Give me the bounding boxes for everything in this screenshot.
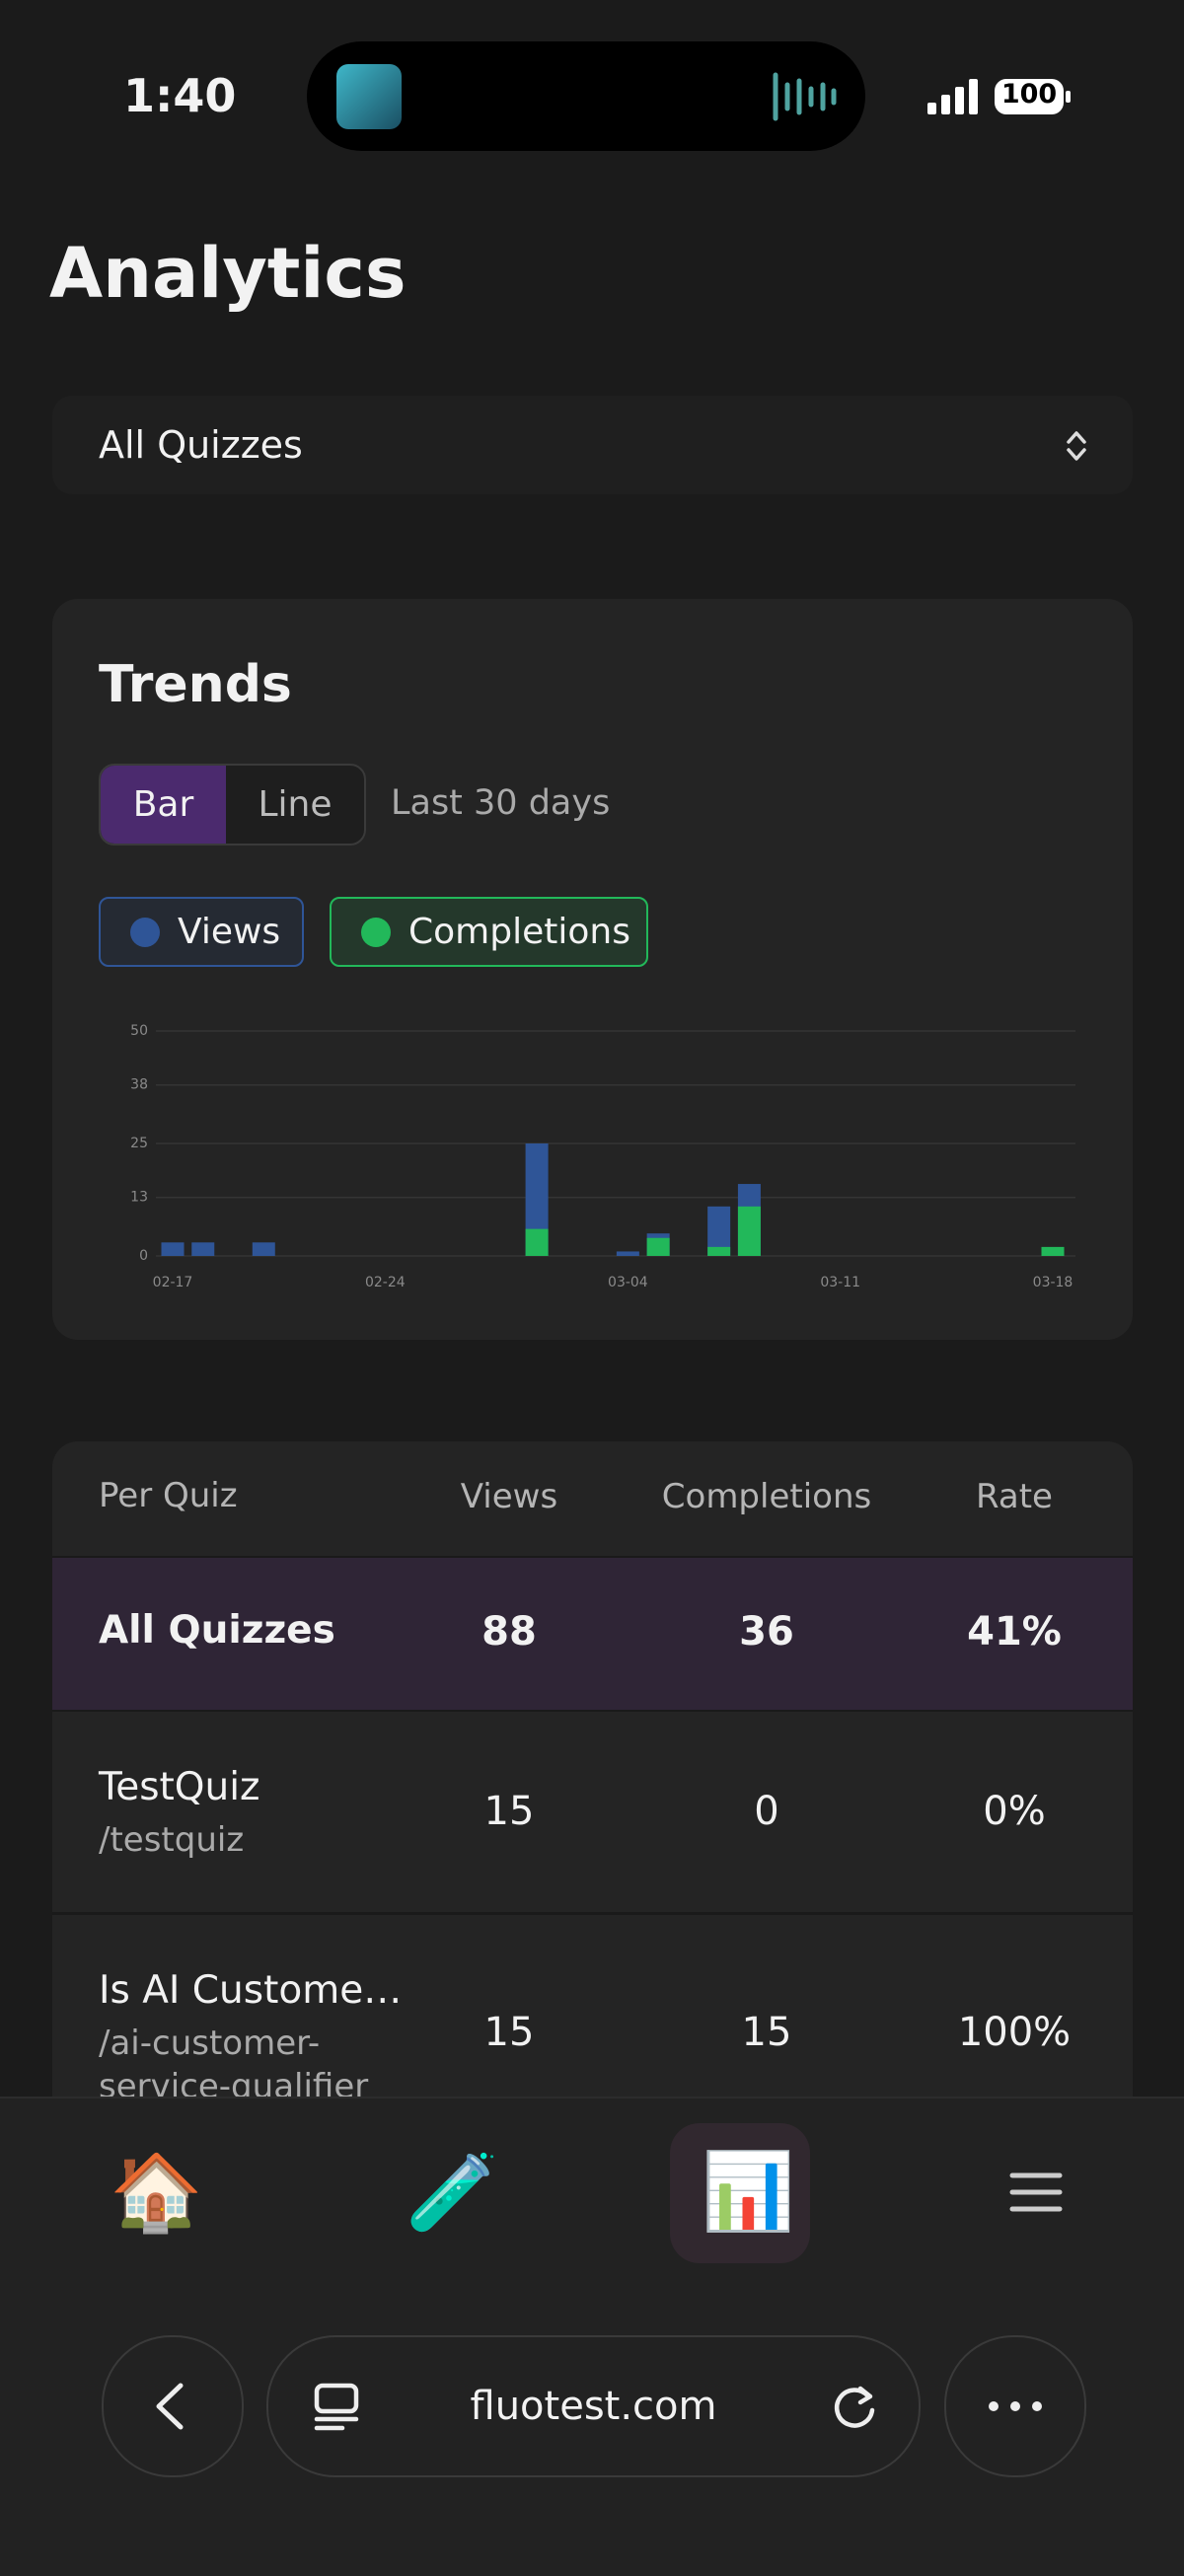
cell-views: 15	[483, 2010, 535, 2055]
toggle-line[interactable]: Line	[258, 784, 333, 825]
bar	[737, 1206, 761, 1256]
battery-level: 100	[1000, 79, 1058, 110]
x-tick-label: 02-24	[365, 1275, 406, 1290]
quiz-name: All Quizzes	[99, 1608, 335, 1653]
column-header: Per Quiz	[99, 1476, 238, 1515]
y-tick-label: 13	[130, 1190, 148, 1206]
range-label: Last 30 days	[391, 783, 611, 823]
row-divider	[52, 1710, 1133, 1712]
url-bar[interactable]: fluotest.com	[266, 2335, 921, 2477]
bar	[525, 1143, 549, 1256]
column-header: Rate	[976, 1477, 1053, 1516]
audio-wave	[773, 72, 837, 121]
legend-chip[interactable]: Completions	[330, 897, 648, 967]
page-title: Analytics	[49, 233, 407, 314]
back-icon	[156, 2383, 184, 2430]
legend-label: Views	[178, 912, 281, 952]
trends-title: Trends	[99, 655, 292, 714]
nav-tests[interactable]: 🧪	[406, 2148, 499, 2236]
url-text: fluotest.com	[470, 2384, 717, 2429]
bar	[616, 1251, 639, 1256]
bar	[525, 1228, 549, 1256]
bottom-bar: 🏠 🧪 📊 fluotest.com	[0, 2097, 1184, 2576]
legend-dot	[130, 917, 160, 947]
row-divider	[52, 1556, 1133, 1558]
bar	[191, 1242, 215, 1256]
y-tick-label: 0	[139, 1248, 148, 1264]
bar	[1041, 1246, 1065, 1256]
quiz-select-value: All Quizzes	[99, 423, 303, 467]
nav-analytics-active[interactable]: 📊	[670, 2123, 810, 2263]
y-tick-label: 25	[130, 1136, 148, 1151]
cell-completions: 15	[741, 2010, 792, 2055]
cell-views: 88	[481, 1609, 537, 1655]
tabs-icon	[314, 2383, 359, 2431]
legend-label: Completions	[408, 912, 630, 952]
y-tick-label: 50	[130, 1023, 148, 1039]
bar	[707, 1246, 731, 1256]
nav-menu[interactable]	[1008, 2168, 1064, 2217]
toggle-bar[interactable]: Bar	[101, 766, 226, 844]
quiz-name: Is AI Custome…	[99, 1968, 403, 2013]
select-chevrons	[1067, 431, 1086, 461]
cell-rate: 0%	[983, 1789, 1046, 1834]
trends-chart: 0 13 25 38 50 02-17 02-24 03-04 03-11 03-18	[130, 1023, 1075, 1290]
more-icon	[989, 2401, 1042, 2411]
column-header: Completions	[661, 1477, 872, 1516]
x-tick-label: 03-11	[820, 1275, 860, 1290]
quiz-select[interactable]: All Quizzes	[52, 396, 1133, 494]
nav-analytics-icon: 📊	[702, 2147, 795, 2235]
nav-home[interactable]: 🏠	[110, 2148, 203, 2236]
view-toggle: Bar Line	[99, 764, 366, 846]
row-divider	[52, 1912, 1133, 1915]
island-icon	[336, 64, 402, 129]
legend-dot	[361, 917, 391, 947]
x-tick-label: 02-17	[153, 1275, 193, 1290]
cell-rate: 41%	[967, 1609, 1062, 1655]
reload-icon[interactable]	[831, 2383, 880, 2432]
trends-card	[52, 599, 1133, 1340]
bar	[707, 1206, 731, 1256]
legend-chip[interactable]: Views	[99, 897, 304, 967]
summary-row-bg	[52, 1557, 1133, 1710]
bar	[252, 1242, 275, 1256]
x-tick-label: 03-18	[1033, 1275, 1073, 1290]
more-button[interactable]	[944, 2335, 1086, 2477]
status-time: 1:40	[123, 69, 237, 122]
dynamic-island	[307, 41, 865, 151]
quiz-slug: /ai-customer-service-qualifier	[99, 2024, 369, 2106]
y-tick-label: 38	[130, 1077, 148, 1093]
bar	[646, 1237, 670, 1256]
cell-completions: 36	[739, 1609, 794, 1655]
x-tick-label: 03-04	[608, 1275, 648, 1290]
signal-battery	[927, 79, 1071, 114]
cell-views: 15	[483, 1789, 535, 1834]
cell-completions: 0	[754, 1789, 779, 1834]
cell-rate: 100%	[957, 2010, 1072, 2055]
bar	[161, 1242, 185, 1256]
back-button[interactable]	[102, 2335, 244, 2477]
quiz-slug: /testquiz	[99, 1820, 245, 1860]
column-header: Views	[460, 1477, 558, 1516]
quiz-name: TestQuiz	[99, 1765, 260, 1809]
